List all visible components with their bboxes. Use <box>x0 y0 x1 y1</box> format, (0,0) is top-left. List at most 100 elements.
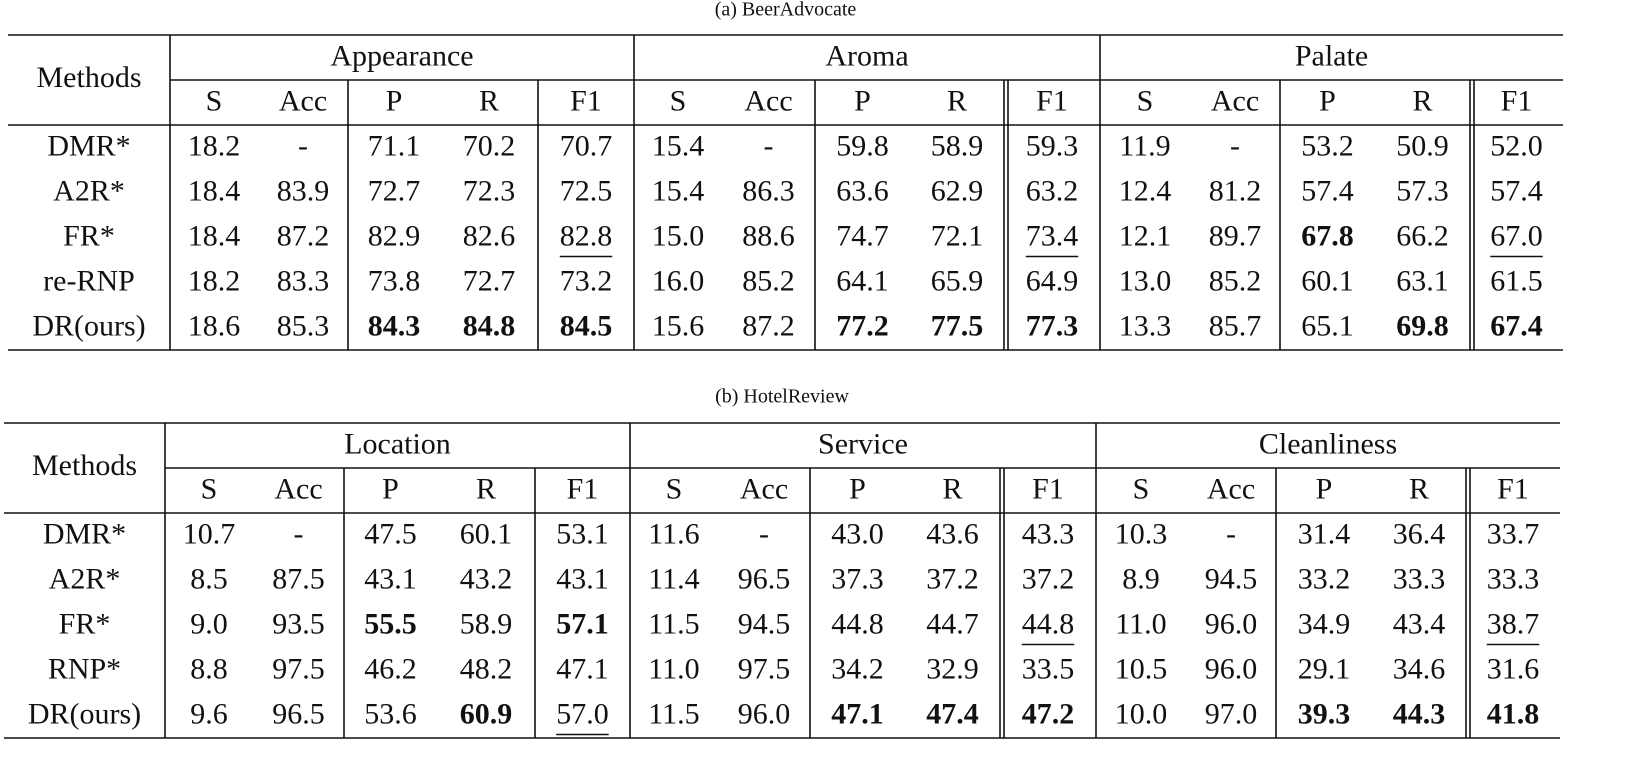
method: FR* <box>59 607 111 640</box>
cell: 44.8 <box>831 607 884 640</box>
cell: 10.0 <box>1115 697 1168 730</box>
column-header: P <box>1316 472 1333 505</box>
cell: 11.0 <box>1115 607 1166 640</box>
method: DMR* <box>43 517 126 550</box>
cell: 65.1 <box>1301 309 1354 342</box>
cell: 72.3 <box>463 174 516 207</box>
cell: 57.4 <box>1490 174 1543 207</box>
cell: 71.1 <box>368 129 421 162</box>
column-header: R <box>479 84 499 117</box>
column-header: R <box>476 472 496 505</box>
cell: 16.0 <box>652 264 705 297</box>
cell: 61.5 <box>1490 264 1543 297</box>
group-header: Appearance <box>330 39 473 72</box>
cell: 31.6 <box>1487 652 1540 685</box>
cell: 18.2 <box>188 264 241 297</box>
cell: 29.1 <box>1298 652 1351 685</box>
group-header: Cleanliness <box>1259 427 1397 460</box>
cell: 72.7 <box>463 264 516 297</box>
cell: 47.2 <box>1022 697 1075 730</box>
cell: 52.0 <box>1490 129 1543 162</box>
cell: 32.9 <box>926 652 979 685</box>
cell: 11.5 <box>648 607 699 640</box>
cell: 64.1 <box>836 264 889 297</box>
cell: 87.2 <box>277 219 330 252</box>
cell: 58.9 <box>460 607 513 640</box>
column-header: Acc <box>740 472 788 505</box>
cell: 96.5 <box>272 697 325 730</box>
cell: 84.8 <box>463 309 516 342</box>
column-header: F1 <box>1032 472 1064 505</box>
cell: 72.1 <box>931 219 984 252</box>
cell: 96.0 <box>1205 652 1258 685</box>
cell: 73.2 <box>560 264 613 297</box>
method: A2R* <box>49 562 121 595</box>
column-header: Acc <box>274 472 322 505</box>
cell: 15.6 <box>652 309 705 342</box>
group-header: Location <box>344 427 451 460</box>
cell: 67.4 <box>1490 309 1543 342</box>
cell: 62.9 <box>931 174 984 207</box>
cell: 77.2 <box>836 309 889 342</box>
column-header: P <box>849 472 866 505</box>
cell: 69.8 <box>1396 309 1449 342</box>
cell: 87.5 <box>272 562 325 595</box>
group-header: Service <box>818 427 908 460</box>
cell: 83.9 <box>277 174 330 207</box>
column-header: P <box>386 84 403 117</box>
cell: 37.2 <box>926 562 979 595</box>
cell: 84.5 <box>560 309 613 342</box>
cell: 11.6 <box>648 517 699 550</box>
cell: 8.5 <box>190 562 228 595</box>
cell: 9.0 <box>190 607 228 640</box>
cell: 70.2 <box>463 129 516 162</box>
cell: - <box>298 129 308 162</box>
cell: 47.5 <box>364 517 417 550</box>
column-header: F1 <box>1501 84 1533 117</box>
column-header: S <box>1133 472 1150 505</box>
method: RNP* <box>48 652 121 685</box>
cell: 81.2 <box>1209 174 1262 207</box>
cell: 13.0 <box>1119 264 1172 297</box>
cell: 43.0 <box>831 517 884 550</box>
group-header: Aroma <box>825 39 908 72</box>
column-header: R <box>942 472 962 505</box>
column-header: P <box>854 84 871 117</box>
caption: (a) BeerAdvocate <box>715 0 857 21</box>
cell: 11.5 <box>648 697 699 730</box>
cell: 47.1 <box>556 652 609 685</box>
cell: 97.0 <box>1205 697 1258 730</box>
cell: 72.7 <box>368 174 421 207</box>
cell: 15.0 <box>652 219 705 252</box>
cell: 55.5 <box>364 607 417 640</box>
cell: 87.2 <box>742 309 795 342</box>
cell: 18.2 <box>188 129 241 162</box>
cell: 64.9 <box>1026 264 1079 297</box>
column-header: P <box>382 472 399 505</box>
cell: 43.1 <box>556 562 609 595</box>
cell: 34.9 <box>1298 607 1351 640</box>
column-header: S <box>1137 84 1154 117</box>
cell: 33.7 <box>1487 517 1540 550</box>
cell: 57.4 <box>1301 174 1354 207</box>
cell: 73.4 <box>1026 219 1079 252</box>
cell: 18.4 <box>188 174 241 207</box>
cell: 94.5 <box>1205 562 1258 595</box>
cell: - <box>764 129 774 162</box>
cell: 43.2 <box>460 562 513 595</box>
method: DMR* <box>47 129 130 162</box>
cell: 53.2 <box>1301 129 1354 162</box>
cell: 67.0 <box>1490 219 1543 252</box>
cell: 77.5 <box>931 309 984 342</box>
method: DR(ours) <box>32 309 145 342</box>
cell: 63.1 <box>1396 264 1449 297</box>
header: Methods <box>32 449 137 482</box>
column-header: F1 <box>1036 84 1068 117</box>
cell: 44.8 <box>1022 607 1075 640</box>
cell: 57.0 <box>556 697 609 730</box>
cell: 47.1 <box>831 697 884 730</box>
cell: 33.3 <box>1487 562 1540 595</box>
cell: 58.9 <box>931 129 984 162</box>
cell: 57.3 <box>1396 174 1449 207</box>
cell: 47.4 <box>926 697 979 730</box>
